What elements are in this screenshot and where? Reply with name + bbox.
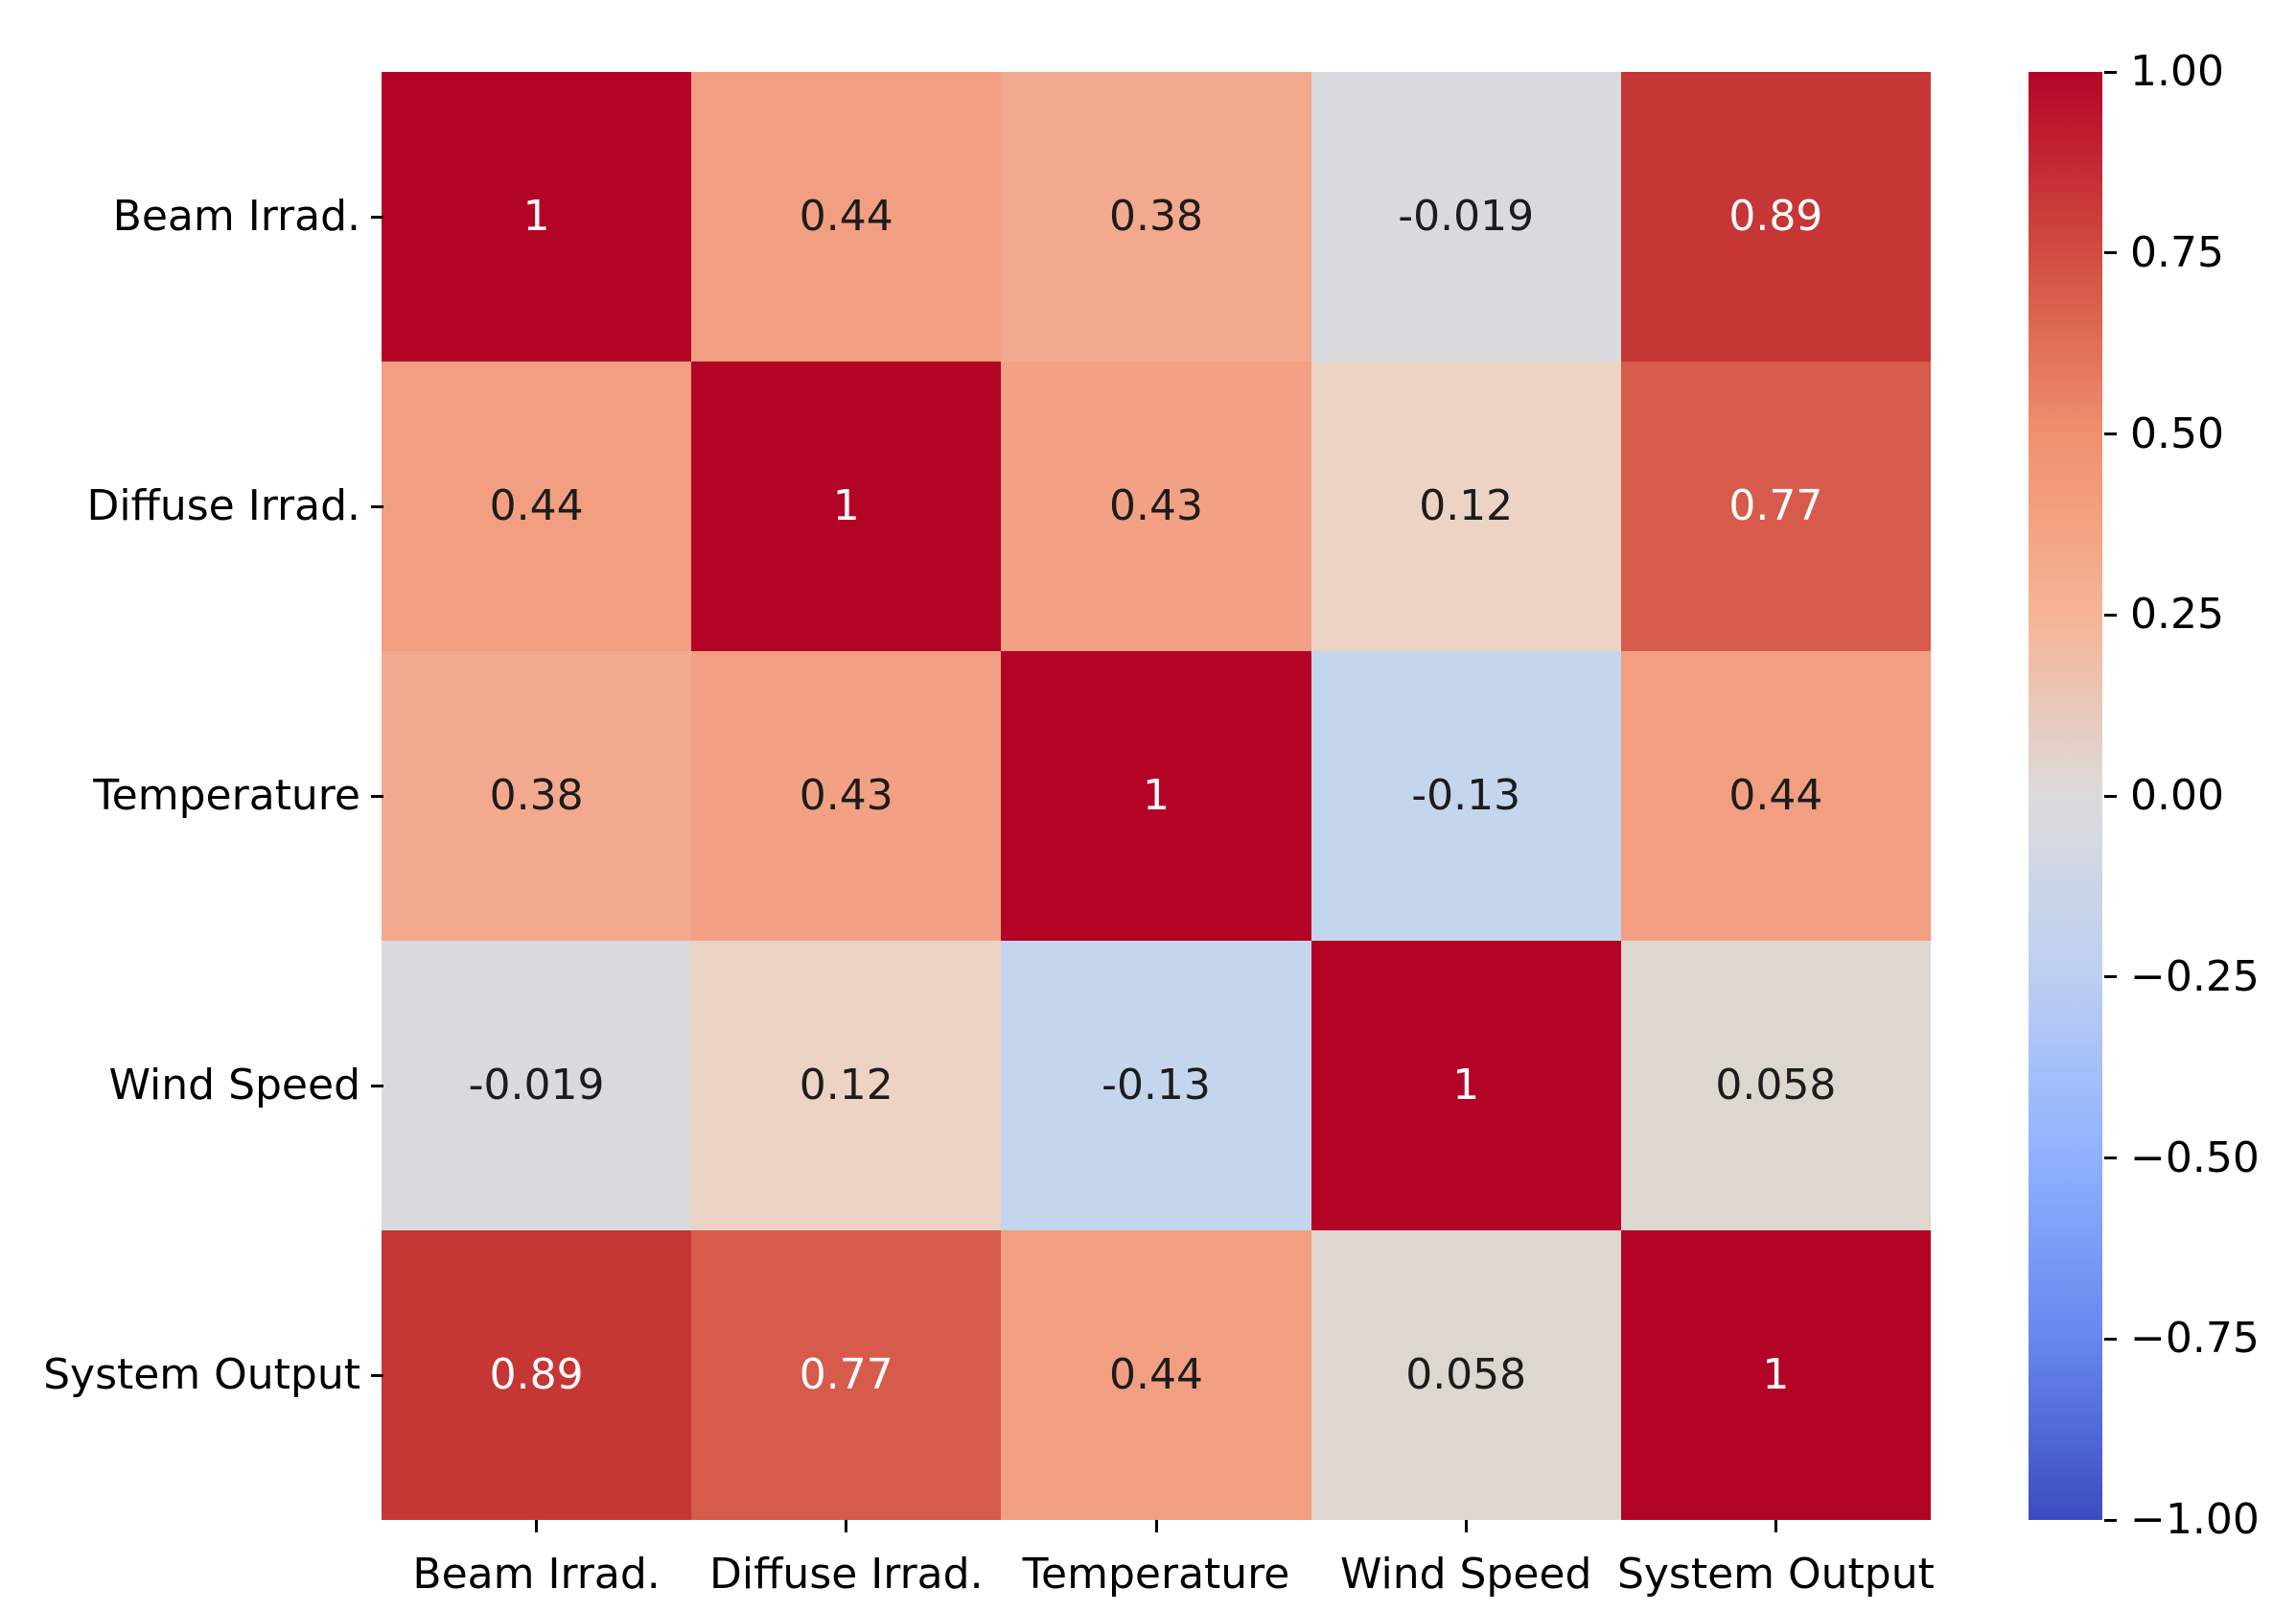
y-axis-label: Beam Irrad. [112, 192, 360, 241]
heatmap-cell: 1 [382, 72, 692, 362]
cell-value: 0.44 [799, 192, 893, 241]
colorbar-tick-label: −0.25 [2130, 951, 2260, 1001]
heatmap-cell: 0.43 [691, 651, 1002, 941]
cell-value: 0.43 [799, 771, 893, 820]
cell-value: 0.77 [1728, 481, 1823, 530]
colorbar-tick-mark [2104, 975, 2117, 979]
colorbar-tick-label: 1.00 [2130, 47, 2224, 96]
cell-value: 0.12 [799, 1061, 893, 1110]
heatmap-cell: 0.44 [1620, 651, 1931, 941]
heatmap-cell: 0.058 [1310, 1230, 1621, 1520]
heatmap-cell: -0.13 [1310, 651, 1621, 941]
y-axis-label: Diffuse Irrad. [86, 481, 360, 530]
colorbar-tick-mark [2104, 432, 2117, 435]
heatmap-cell: 1 [691, 362, 1002, 651]
y-tick-mark [371, 215, 383, 219]
cell-value: 1 [1142, 771, 1170, 820]
colorbar [2029, 72, 2102, 1520]
colorbar-tick-label: 0.50 [2130, 409, 2224, 458]
colorbar-tick-label: −1.00 [2130, 1495, 2260, 1544]
colorbar-tick-label: −0.50 [2130, 1133, 2260, 1182]
heatmap-cell: 1 [1001, 651, 1311, 941]
cell-value: -0.019 [1398, 192, 1535, 241]
x-tick-mark [535, 1520, 539, 1532]
y-axis-label: Temperature [93, 771, 360, 820]
cell-value: 0.38 [1109, 192, 1203, 241]
cell-value: 0.89 [489, 1350, 584, 1399]
heatmap-cell: 0.43 [1001, 362, 1311, 651]
x-tick-mark [1774, 1520, 1777, 1532]
cell-value: 0.77 [799, 1350, 893, 1399]
heatmap-cell: 0.89 [382, 1230, 692, 1520]
colorbar-tick-mark [2104, 1518, 2117, 1522]
heatmap-cell: 0.12 [691, 941, 1002, 1230]
colorbar-tick-mark [2104, 1156, 2117, 1159]
heatmap-cell: 0.89 [1620, 72, 1931, 362]
colorbar-tick-label: 0.75 [2130, 227, 2224, 277]
cell-value: 0.12 [1419, 481, 1514, 530]
colorbar-tick-mark [2104, 251, 2117, 255]
cell-value: -0.13 [1102, 1061, 1211, 1110]
x-axis-label: Beam Irrad. [412, 1550, 661, 1599]
y-tick-mark [371, 1373, 383, 1377]
cell-value: -0.13 [1411, 771, 1521, 820]
y-tick-mark [371, 1084, 383, 1087]
cell-value: 0.38 [489, 771, 584, 820]
heatmap-cell: 0.77 [1620, 362, 1931, 651]
heatmap-cell: 0.38 [382, 651, 692, 941]
cell-value: 1 [522, 192, 550, 241]
cell-value: 1 [832, 481, 860, 530]
heatmap-cell: 0.44 [691, 72, 1002, 362]
heatmap-cell: 1 [1620, 1230, 1931, 1520]
x-axis-label: Temperature [1022, 1550, 1290, 1599]
y-axis-label: Wind Speed [108, 1061, 361, 1110]
x-axis-label: Wind Speed [1339, 1550, 1592, 1599]
cell-value: 0.44 [1728, 771, 1823, 820]
cell-value: 0.89 [1728, 192, 1823, 241]
colorbar-tick-label: 0.25 [2130, 590, 2224, 640]
y-tick-mark [371, 794, 383, 798]
colorbar-tick-mark [2104, 613, 2117, 617]
y-axis-label: System Output [43, 1350, 360, 1399]
x-axis-label: System Output [1616, 1550, 1935, 1599]
cell-value: 0.058 [1715, 1061, 1837, 1110]
cell-value: 1 [1452, 1061, 1480, 1110]
heatmap-cell: 0.12 [1310, 362, 1621, 651]
heatmap-cell: 0.058 [1620, 941, 1931, 1230]
x-axis-label: Diffuse Irrad. [709, 1550, 984, 1599]
cell-value: 1 [1762, 1350, 1790, 1399]
heatmap-cell: 0.44 [1001, 1230, 1311, 1520]
cell-value: 0.44 [1109, 1350, 1203, 1399]
heatmap-cell: -0.019 [1310, 72, 1621, 362]
cell-value: 0.058 [1405, 1350, 1527, 1399]
heatmap-cell: 1 [1310, 941, 1621, 1230]
cell-value: -0.019 [468, 1061, 605, 1110]
colorbar-tick-label: −0.75 [2130, 1314, 2260, 1364]
cell-value: 0.43 [1109, 481, 1203, 530]
cell-value: 0.44 [489, 481, 584, 530]
heatmap-cell: 0.77 [691, 1230, 1002, 1520]
y-tick-mark [371, 504, 383, 508]
colorbar-tick-mark [2104, 794, 2117, 798]
x-tick-mark [1154, 1520, 1158, 1532]
heatmap-cell: 0.38 [1001, 72, 1311, 362]
heatmap-cell: 0.44 [382, 362, 692, 651]
heatmap-cell: -0.13 [1001, 941, 1311, 1230]
x-tick-mark [1464, 1520, 1468, 1532]
colorbar-tick-mark [2104, 1337, 2117, 1341]
heatmap-grid: 1 0.44 0.38 -0.019 0.89 0.44 1 0.43 0.12 0.77 0.38… [382, 72, 1931, 1520]
colorbar-tick-label: 0.00 [2130, 771, 2224, 820]
x-tick-mark [845, 1520, 848, 1532]
heatmap-cell: -0.019 [382, 941, 692, 1230]
colorbar-tick-mark [2104, 70, 2117, 74]
